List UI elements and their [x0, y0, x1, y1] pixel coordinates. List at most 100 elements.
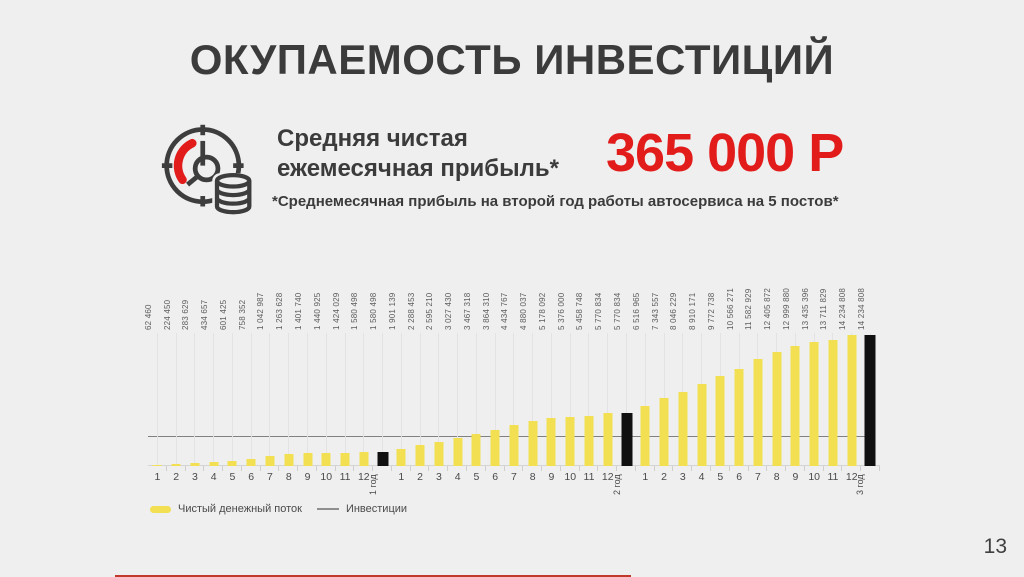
bar-column: 2 595 210 3 — [425, 284, 449, 496]
page-title: ОКУПАЕМОСТЬ ИНВЕСТИЦИЙ — [189, 36, 835, 83]
x-tick-label: 12 — [357, 471, 370, 483]
bar-value-label: 3 027 430 — [444, 292, 454, 330]
x-tick-label: 9 — [304, 471, 311, 483]
bar-column: 12 405 872 8 — [763, 284, 786, 496]
x-tick-label: 11 — [827, 471, 839, 483]
bar-value-label: 1 263 628 — [275, 292, 285, 330]
month-bar — [809, 342, 819, 466]
bar-column: 13 711 829 11 — [819, 284, 843, 496]
x-tick-label: 6 — [736, 471, 743, 483]
bar-column: 13 435 396 10 — [801, 284, 824, 496]
bar-column: 4 880 037 8 — [519, 284, 542, 496]
profit-label-line1: Средняя чистая — [277, 125, 468, 152]
gridline — [588, 333, 590, 466]
bar-value-label: 601 425 — [218, 299, 228, 330]
gridline — [494, 333, 496, 466]
bar-value-label: 1 042 987 — [256, 292, 266, 330]
legend-item-investments: Инвестиции — [316, 503, 407, 515]
gridline — [438, 333, 440, 466]
month-bar — [209, 462, 219, 466]
bar-value-label: 5 770 834 — [613, 292, 623, 330]
gridline — [569, 333, 571, 466]
profit-label-line2: ежемесячная прибыль* — [277, 155, 559, 182]
gridline — [175, 333, 177, 466]
bar-column: 5 376 000 10 — [557, 284, 580, 496]
gridline — [288, 333, 290, 466]
bar-column: 5 770 834 12 — [594, 284, 617, 496]
bar-value-label: 9 772 738 — [706, 292, 716, 330]
bar-value-label: 1 580 498 — [369, 292, 379, 330]
x-tick-label: 1 — [154, 471, 161, 483]
month-bar — [359, 451, 369, 466]
gridline — [550, 333, 552, 466]
bar-value-label: 1 901 139 — [387, 292, 397, 330]
year-total-bar — [377, 451, 389, 466]
month-bar — [303, 453, 312, 466]
month-bar — [715, 376, 725, 466]
month-bar — [415, 444, 425, 466]
footer-accent-line — [115, 575, 631, 577]
x-tick-label: 11 — [339, 471, 351, 483]
month-bar — [453, 438, 463, 466]
month-bar — [790, 346, 800, 466]
year-total-bar — [621, 412, 633, 466]
bar-column: 14 234 808 12 — [838, 284, 861, 496]
x-tick-label: 7 — [754, 471, 761, 483]
bar-value-label: 14 234 808 — [838, 287, 848, 330]
month-bar — [828, 339, 838, 466]
month-bar — [246, 459, 256, 466]
x-tick-label: 12 — [601, 471, 614, 483]
bar-column: 8 046 229 3 — [669, 284, 692, 496]
cashflow-swatch-icon — [150, 505, 171, 513]
bar-value-label: 4 434 767 — [500, 292, 510, 330]
x-tick-label: 10 — [808, 471, 821, 483]
bar-value-label: 3 864 310 — [481, 292, 491, 330]
x-tick-label: 10 — [320, 471, 333, 483]
month-bar — [772, 351, 782, 466]
clock-coins-icon — [160, 118, 255, 223]
x-tick-label: 10 — [564, 471, 577, 483]
month-bar — [640, 406, 650, 466]
bar-column: 7 343 557 2 — [651, 284, 674, 496]
profit-label: Средняя чистая ежемесячная прибыль* — [277, 124, 559, 184]
legend-cashflow-label: Чистый денежный поток — [178, 503, 302, 515]
month-bar — [659, 398, 669, 466]
bar-column: 3 027 430 4 — [444, 284, 467, 496]
month-bar — [265, 456, 275, 466]
bar-column: 1 580 498 1 год — [368, 284, 392, 496]
x-tick-label: 7 — [511, 471, 517, 483]
month-bar — [396, 448, 406, 466]
gridline — [457, 333, 459, 466]
bar-column: 224 450 2 — [163, 284, 186, 496]
month-bar — [227, 460, 237, 466]
bar-column: 1 440 925 10 — [313, 284, 336, 496]
month-bar — [603, 412, 613, 466]
bar-column: 10 566 271 6 — [726, 284, 749, 496]
bar-value-label: 3 467 318 — [462, 292, 472, 330]
bar-value-label: 2 288 453 — [406, 292, 416, 330]
gridline — [382, 333, 384, 466]
bar-value-label: 14 234 808 — [856, 287, 866, 330]
x-tick-label: 5 — [473, 471, 480, 483]
bar-column: 1 424 029 11 — [332, 284, 355, 496]
bar-value-label: 7 343 557 — [650, 292, 660, 330]
bar-value-label: 1 424 029 — [331, 292, 341, 330]
bar-value-label: 5 770 834 — [594, 292, 604, 330]
x-tick-label: 1 — [398, 471, 405, 483]
x-tick-label: 12 — [845, 471, 858, 483]
bar-column: 601 425 5 — [219, 284, 242, 496]
gridline — [626, 333, 628, 466]
month-bar — [753, 359, 763, 466]
bar-column: 1 401 740 9 — [294, 284, 317, 496]
x-tick-label: 3 год — [855, 474, 866, 495]
bar-column: 1 042 987 7 — [256, 284, 280, 496]
bar-column: 6 516 965 1 — [632, 284, 655, 496]
month-bar — [678, 392, 688, 466]
month-bar — [546, 418, 556, 466]
month-bar — [734, 368, 744, 466]
bar-column: 12 999 880 9 — [782, 284, 805, 496]
bar-value-label: 12 405 872 — [763, 287, 773, 330]
bar-column: 62 460 1 — [144, 284, 167, 496]
bar-column: 9 772 738 5 — [707, 284, 730, 496]
